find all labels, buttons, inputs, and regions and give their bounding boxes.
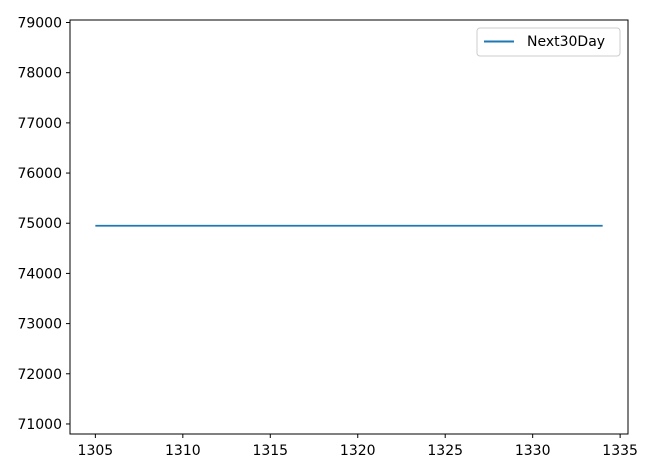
x-tick-label: 1320 bbox=[340, 443, 376, 459]
x-tick-label: 1330 bbox=[515, 443, 551, 459]
y-tick-label: 77000 bbox=[17, 116, 62, 132]
y-tick-label: 72000 bbox=[17, 367, 62, 383]
x-tick-label: 1305 bbox=[78, 443, 114, 459]
x-tick-label: 1310 bbox=[165, 443, 201, 459]
plot-frame bbox=[69, 19, 629, 435]
y-tick-label: 71000 bbox=[17, 417, 62, 433]
y-tick-label: 76000 bbox=[17, 166, 62, 182]
y-axis: 71000 72000 73000 74000 75000 76000 77000 78000… bbox=[17, 16, 70, 433]
x-axis: 1305 1310 1315 1320 1325 1330 1335 bbox=[78, 434, 638, 459]
y-tick-label: 75000 bbox=[17, 216, 62, 232]
x-tick-label: 1315 bbox=[252, 443, 288, 459]
y-tick-label: 73000 bbox=[17, 317, 62, 333]
x-tick-label: 1325 bbox=[427, 443, 463, 459]
y-tick-label: 78000 bbox=[17, 66, 62, 82]
legend: Next30Day bbox=[476, 27, 621, 57]
x-tick-label: 1335 bbox=[602, 443, 638, 459]
y-tick-label: 79000 bbox=[17, 16, 62, 32]
legend-label-next30day: Next30Day bbox=[527, 34, 605, 50]
legend-box bbox=[476, 27, 621, 57]
y-tick-label: 74000 bbox=[17, 266, 62, 282]
